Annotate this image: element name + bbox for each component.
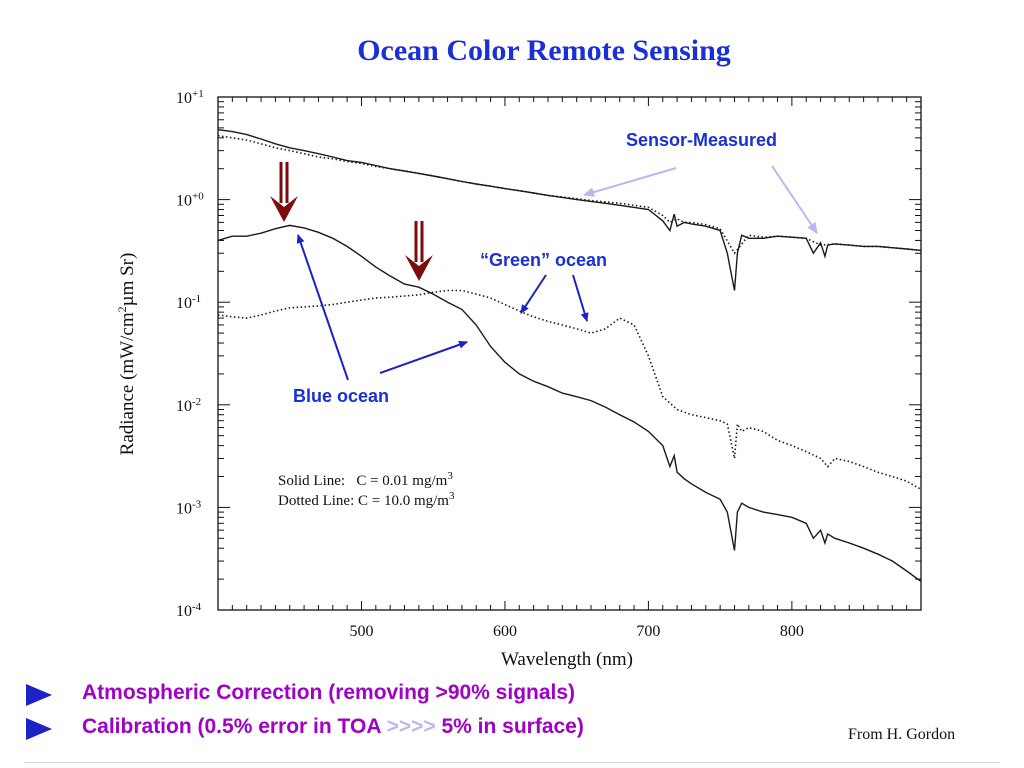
footer-divider <box>24 762 1000 763</box>
bullet-text: Calibration (0.5% error in TOA >>>> 5% i… <box>82 715 584 738</box>
series-line-dotted <box>217 289 922 490</box>
y-tick-label: 10-4 <box>176 601 202 620</box>
slide-title: Ocean Color Remote Sensing <box>357 34 731 67</box>
y-tick-label: 10-3 <box>176 498 202 517</box>
series-line-dotted <box>217 134 922 255</box>
triangle-bullet-icon <box>26 718 52 740</box>
green-arrow-right <box>572 274 589 322</box>
x-tick-label: 700 <box>636 623 660 640</box>
sensor-arrow-left <box>583 167 677 197</box>
axis-ticks <box>218 97 922 611</box>
blue-arrow-up <box>296 234 349 381</box>
down-arrow-icon <box>405 221 433 281</box>
x-tick-labels: 500 600 700 800 <box>349 623 803 640</box>
blue-arrow-right <box>379 340 468 374</box>
annotation-blue-ocean: Blue ocean <box>293 386 389 406</box>
x-tick-label: 500 <box>349 623 373 640</box>
annotation-sensor-measured: Sensor-Measured <box>626 130 777 150</box>
x-tick-label: 800 <box>780 623 804 640</box>
sensor-arrow-right <box>771 165 818 234</box>
y-tick-labels: 10+1 10+0 10-1 10-2 10-3 10-4 <box>176 88 204 620</box>
y-tick-label: 10-2 <box>176 396 201 415</box>
y-tick-label: 10-1 <box>176 293 201 312</box>
green-arrow-left <box>520 274 547 314</box>
bullet-text: Atmospheric Correction (removing >90% si… <box>82 681 576 704</box>
down-arrow-icon <box>270 162 298 222</box>
legend-solid-line: Solid Line: C = 0.01 mg/m3 <box>278 470 453 489</box>
annotation-green-ocean: “Green” ocean <box>480 250 607 270</box>
source-credit: From H. Gordon <box>848 726 956 743</box>
y-tick-label: 10+0 <box>176 191 204 210</box>
x-axis-title: Wavelength (nm) <box>501 649 633 670</box>
y-tick-label: 10+1 <box>176 88 204 107</box>
x-tick-label: 600 <box>493 623 517 640</box>
series-layer <box>217 129 922 582</box>
plot-frame <box>217 96 922 611</box>
y-axis-title: Radiance (mW/cm2µm Sr) <box>115 253 138 456</box>
triangle-bullet-icon <box>26 684 52 706</box>
series-line-solid <box>217 224 922 582</box>
legend-dotted-line: Dotted Line: C = 10.0 mg/m3 <box>278 490 455 509</box>
series-line-solid <box>217 129 922 291</box>
